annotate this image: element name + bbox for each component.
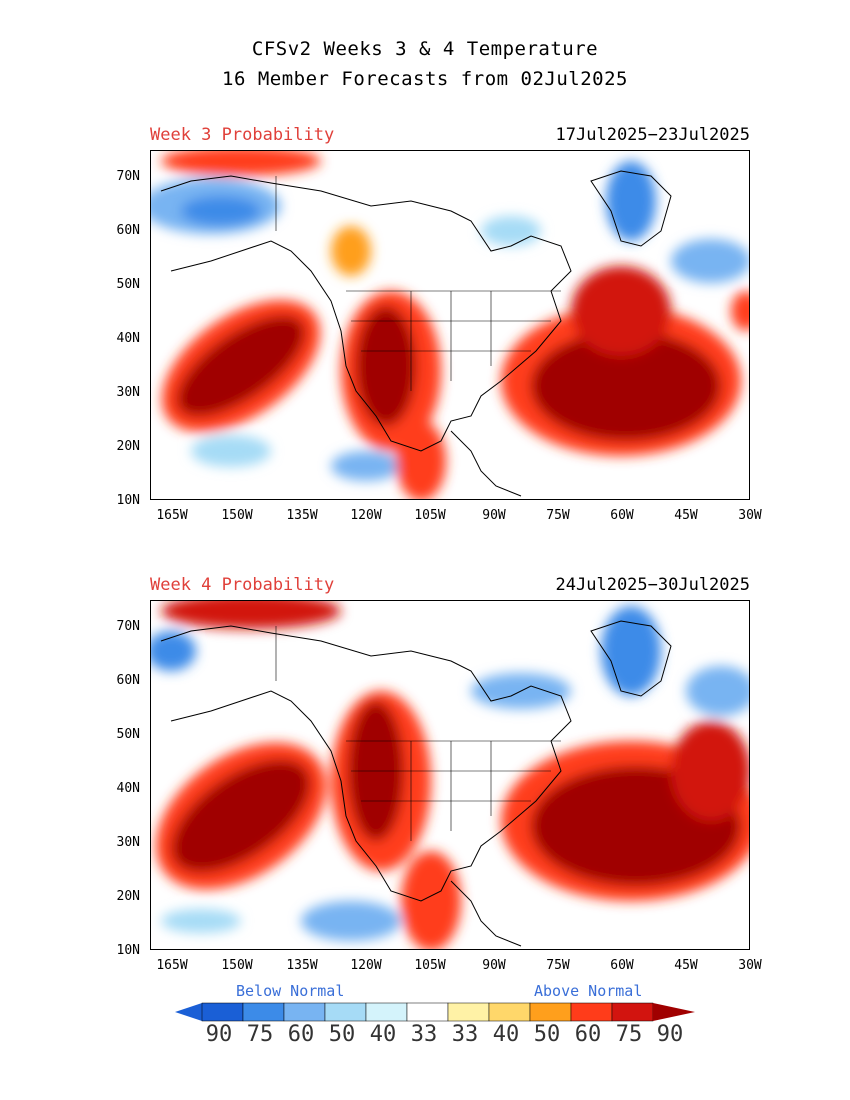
legend-swatch-3: [283, 1002, 326, 1022]
legend-value-8: 40: [492, 1022, 520, 1047]
legend-value-1: 90: [205, 1022, 233, 1047]
chart-title-line2: 16 Member Forecasts from 02Jul2025: [222, 68, 628, 90]
week3-lat-40: 40N: [116, 331, 140, 346]
week4-dates: 24Jul2025−30Jul2025: [555, 575, 750, 595]
legend-value-11: 75: [615, 1022, 643, 1047]
week3-map-field: [151, 151, 749, 499]
week3-lat-20: 20N: [116, 439, 140, 454]
week4-label: Week 4 Probability: [150, 575, 335, 595]
week3-lon-135w: 135W: [286, 508, 318, 523]
week3-lon-120w: 120W: [350, 508, 382, 523]
week4-lat-50: 50N: [116, 727, 140, 742]
week3-lon-30w: 30W: [738, 508, 762, 523]
week3-lon-105w: 105W: [414, 508, 446, 523]
legend-swatch-5: [365, 1002, 408, 1022]
week4-lat-30: 30N: [116, 835, 140, 850]
week4-lat-70: 70N: [116, 619, 140, 634]
legend-value-2: 75: [246, 1022, 274, 1047]
week4-lon-135w: 135W: [286, 958, 318, 973]
week3-lon-60w: 60W: [610, 508, 634, 523]
week3-lat-60: 60N: [116, 223, 140, 238]
week3-map: [150, 150, 750, 500]
legend-arrow-left: [175, 1003, 202, 1021]
week3-lon-90w: 90W: [482, 508, 506, 523]
legend-swatch-10: [570, 1002, 613, 1022]
week3-lat-70: 70N: [116, 169, 140, 184]
legend-swatch-6: [406, 1002, 449, 1022]
legend-value-3: 60: [287, 1022, 315, 1047]
week4-lon-150w: 150W: [221, 958, 253, 973]
week4-lon-90w: 90W: [482, 958, 506, 973]
legend-value-6: 33: [410, 1022, 438, 1047]
legend-value-10: 60: [574, 1022, 602, 1047]
legend-swatch-7: [447, 1002, 490, 1022]
week3-lon-75w: 75W: [546, 508, 570, 523]
legend-above-label: Above Normal: [534, 982, 643, 1000]
week3-label: Week 3 Probability: [150, 125, 335, 145]
week4-map-field: [151, 601, 749, 949]
week3-dates: 17Jul2025−23Jul2025: [555, 125, 750, 145]
legend-value-5: 40: [369, 1022, 397, 1047]
legend-value-12: 90: [656, 1022, 684, 1047]
legend-arrow-right: [653, 1003, 695, 1021]
legend-swatch-11: [611, 1002, 654, 1022]
week3-lon-150w: 150W: [221, 508, 253, 523]
week4-lon-45w: 45W: [674, 958, 698, 973]
week4-lat-40: 40N: [116, 781, 140, 796]
week3-lat-30: 30N: [116, 385, 140, 400]
week3-lat-50: 50N: [116, 277, 140, 292]
legend-swatch-9: [529, 1002, 572, 1022]
week4-lon-30w: 30W: [738, 958, 762, 973]
week4-lon-105w: 105W: [414, 958, 446, 973]
week3-lon-165w: 165W: [156, 508, 188, 523]
week4-lat-10: 10N: [116, 943, 140, 958]
legend-swatch-8: [488, 1002, 531, 1022]
legend-value-7: 33: [451, 1022, 479, 1047]
chart-title-line1: CFSv2 Weeks 3 & 4 Temperature: [251, 38, 599, 60]
legend-value-9: 50: [533, 1022, 561, 1047]
week4-map: [150, 600, 750, 950]
legend-below-label: Below Normal: [236, 982, 345, 1000]
week4-lat-20: 20N: [116, 889, 140, 904]
week4-lon-75w: 75W: [546, 958, 570, 973]
week4-lon-60w: 60W: [610, 958, 634, 973]
legend-colorbar: [175, 1002, 695, 1022]
legend-swatch-4: [324, 1002, 367, 1022]
week4-lon-165w: 165W: [156, 958, 188, 973]
legend-swatch-1: [201, 1002, 244, 1022]
week4-lon-120w: 120W: [350, 958, 382, 973]
legend-swatch-2: [242, 1002, 285, 1022]
week3-lon-45w: 45W: [674, 508, 698, 523]
week4-lat-60: 60N: [116, 673, 140, 688]
legend-value-4: 50: [328, 1022, 356, 1047]
week3-lat-10: 10N: [116, 493, 140, 508]
